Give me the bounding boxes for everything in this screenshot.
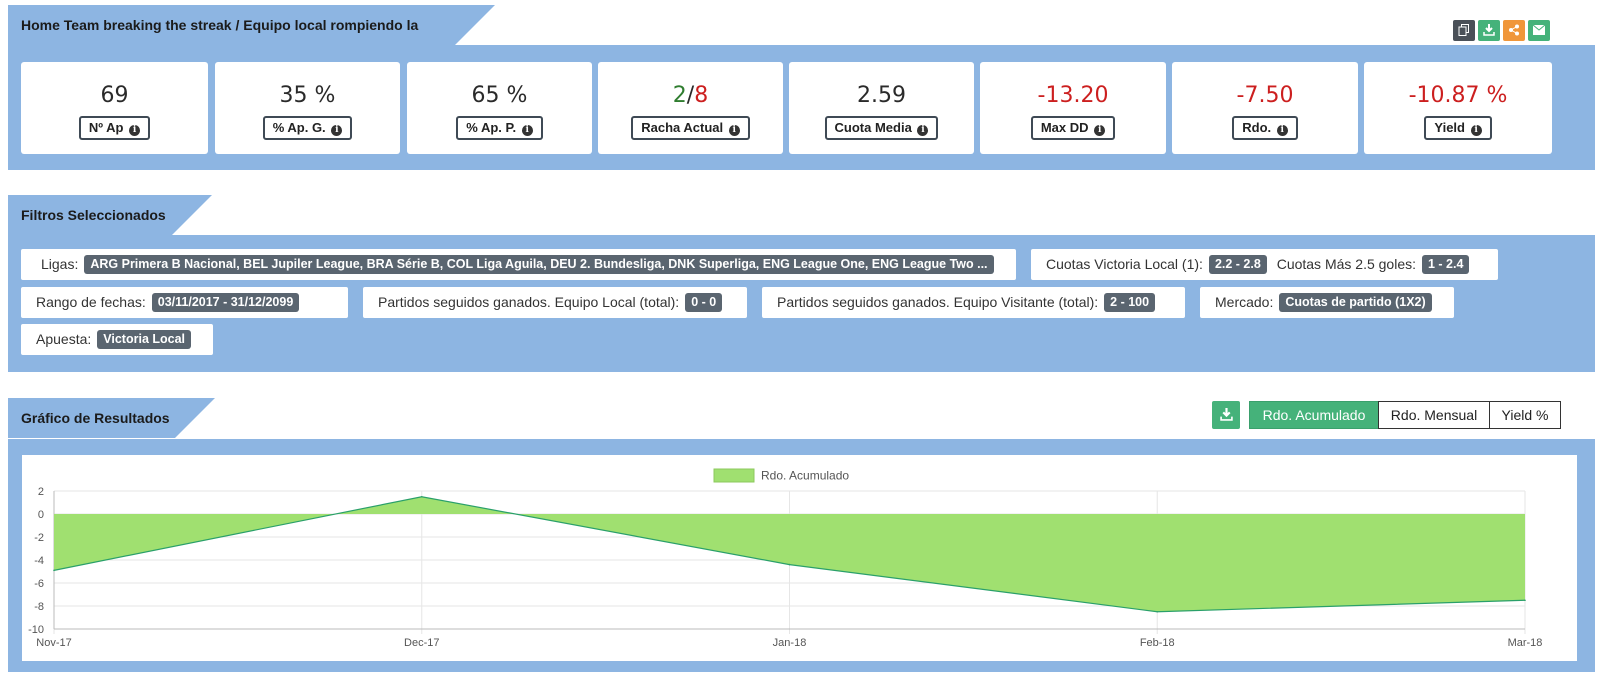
filter-rango-fechas: Rango de fechas: 03/11/2017 - 31/12/2099 xyxy=(21,287,348,318)
legend-label: Rdo. Acumulado xyxy=(761,469,849,483)
share-icon xyxy=(1509,24,1519,36)
filter-seguidos-local-value: 0 - 0 xyxy=(685,293,723,312)
stat-value: 69 xyxy=(100,83,129,108)
strategy-title: Home Team breaking the streak / Equipo l… xyxy=(8,5,495,73)
stat-value: 2/8 xyxy=(672,83,709,108)
x-tick-label: Feb-18 xyxy=(1140,637,1175,649)
x-tick-label: Jan-18 xyxy=(773,637,807,649)
data-point xyxy=(788,563,791,566)
stat-card-num-apuestas: 69 Nº Ap i xyxy=(21,62,208,154)
download-icon xyxy=(1219,408,1233,421)
data-point xyxy=(53,569,55,572)
filters-panel: Ligas: ARG Primera B Nacional, BEL Jupile… xyxy=(8,235,1595,372)
results-section: Gráfico de Resultados Rdo. Acumulado Rdo… xyxy=(8,398,1595,672)
y-tick-label: -2 xyxy=(34,532,44,544)
download-icon xyxy=(1483,24,1495,36)
series-area xyxy=(54,496,1525,612)
filter-seguidos-visitante: Partidos seguidos ganados. Equipo Visita… xyxy=(762,287,1185,318)
x-tick-label: Dec-17 xyxy=(404,637,439,649)
legend-swatch xyxy=(713,468,755,483)
stat-value: -10.87 % xyxy=(1408,83,1508,108)
y-tick-label: -8 xyxy=(34,601,44,613)
filter-seguidos-local: Partidos seguidos ganados. Equipo Local … xyxy=(363,287,747,318)
stat-value: -7.50 xyxy=(1236,83,1294,108)
stat-value: -13.20 xyxy=(1037,83,1109,108)
stat-label[interactable]: Yield i xyxy=(1424,116,1492,140)
results-title: Gráfico de Resultados xyxy=(8,398,215,438)
filters-title: Filtros Seleccionados xyxy=(8,195,212,235)
stat-card-pct-ganadas: 35 % % Ap. G. i xyxy=(215,62,400,154)
filter-cuotas-local-value: 2.2 - 2.8 xyxy=(1208,255,1267,274)
info-icon: i xyxy=(728,125,740,136)
stat-value: 2.59 xyxy=(857,83,906,108)
data-point xyxy=(1524,599,1526,602)
filter-mercado-value: Cuotas de partido (1X2) xyxy=(1279,293,1432,312)
stats-panel: 69 Nº Ap i 35 % % Ap. G. i 65 % % Ap. P.… xyxy=(8,45,1595,170)
x-tick-label: Nov-17 xyxy=(36,637,71,649)
stat-card-racha-actual: 2/8 Racha Actual i xyxy=(598,62,783,154)
stat-label[interactable]: Nº Ap i xyxy=(78,116,151,140)
tab-rdo-mensual[interactable]: Rdo. Mensual xyxy=(1378,401,1490,429)
stat-card-yield: -10.87 % Yield i xyxy=(1364,62,1552,154)
stat-label[interactable]: Cuota Media i xyxy=(824,116,939,140)
tab-yield[interactable]: Yield % xyxy=(1489,401,1561,429)
stat-value: 65 % xyxy=(471,83,528,108)
chart-download-button[interactable] xyxy=(1212,401,1240,429)
filters-section: Filtros Seleccionados Ligas: ARG Primera … xyxy=(8,195,1595,372)
data-point xyxy=(1156,610,1159,613)
filter-apuesta: Apuesta: Victoria Local xyxy=(21,324,213,355)
info-icon: i xyxy=(331,125,343,136)
filter-cuotas: Cuotas Victoria Local (1): 2.2 - 2.8 Cuot… xyxy=(1031,249,1498,280)
info-icon: i xyxy=(1276,125,1288,136)
stat-label[interactable]: Rdo. i xyxy=(1232,116,1298,140)
chart-container: 2 0 -2 -4 -6 -8 -10 Nov-17 Dec-17 Jan-18 Feb-18 Mar… xyxy=(22,455,1577,661)
filter-rango-value: 03/11/2017 - 31/12/2099 xyxy=(151,293,300,312)
info-icon: i xyxy=(129,125,141,136)
data-point xyxy=(420,495,423,498)
stat-card-pct-perdidas: 65 % % Ap. P. i xyxy=(407,62,592,154)
info-icon: i xyxy=(1094,125,1106,136)
y-tick-label: -10 xyxy=(28,624,44,636)
info-icon: i xyxy=(521,125,533,136)
envelope-icon xyxy=(1532,24,1546,35)
email-button[interactable] xyxy=(1528,20,1550,41)
y-tick-label: -4 xyxy=(34,555,44,567)
chart-panel: 2 0 -2 -4 -6 -8 -10 Nov-17 Dec-17 Jan-18 Feb-18 Mar… xyxy=(8,439,1595,672)
download-button[interactable] xyxy=(1478,20,1500,41)
info-icon: i xyxy=(1470,125,1482,136)
y-tick-label: 0 xyxy=(38,509,44,521)
y-tick-label: -6 xyxy=(34,578,44,590)
filter-cuotas-mas-value: 1 - 2.4 xyxy=(1422,255,1470,274)
stat-card-cuota-media: 2.59 Cuota Media i xyxy=(789,62,974,154)
stat-label[interactable]: Max DD i xyxy=(1030,116,1116,140)
stat-label[interactable]: % Ap. G. i xyxy=(262,116,353,140)
copy-icon xyxy=(1458,24,1469,36)
share-button[interactable] xyxy=(1503,20,1525,41)
info-icon: i xyxy=(917,125,929,136)
y-tick-label: 2 xyxy=(38,486,44,498)
tab-rdo-acumulado[interactable]: Rdo. Acumulado xyxy=(1249,401,1379,429)
copy-button[interactable] xyxy=(1453,20,1475,41)
filter-ligas-value: ARG Primera B Nacional, BEL Jupiler Leag… xyxy=(84,255,994,274)
x-tick-label: Mar-18 xyxy=(1508,637,1543,649)
filter-ligas: Ligas: ARG Primera B Nacional, BEL Jupile… xyxy=(21,249,1016,280)
filter-apuesta-value: Victoria Local xyxy=(97,330,192,349)
stat-label[interactable]: Racha Actual i xyxy=(631,116,750,140)
stat-label[interactable]: % Ap. P. i xyxy=(456,116,543,140)
stats-section: Home Team breaking the streak / Equipo l… xyxy=(8,5,1595,170)
filter-seguidos-visit-value: 2 - 100 xyxy=(1104,293,1156,312)
stat-value: 35 % xyxy=(279,83,336,108)
stat-card-max-dd: -13.20 Max DD i xyxy=(980,62,1166,154)
stat-card-rdo: -7.50 Rdo. i xyxy=(1172,62,1358,154)
filter-mercado: Mercado: Cuotas de partido (1X2) xyxy=(1200,287,1454,318)
